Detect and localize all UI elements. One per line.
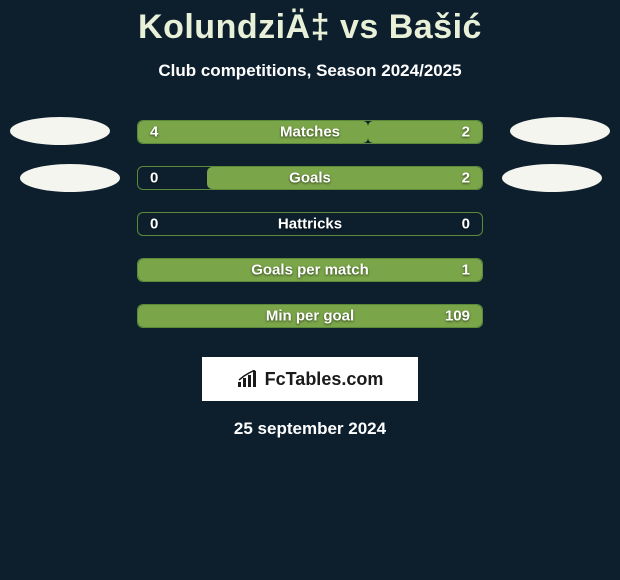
logo-text: FcTables.com [265, 369, 384, 390]
bar-track: 0 Goals 2 [137, 166, 483, 190]
stat-value-left: 4 [150, 124, 158, 141]
stat-row: 0 Goals 2 [0, 155, 620, 201]
stat-row: Goals per match 1 [0, 247, 620, 293]
page-subtitle: Club competitions, Season 2024/2025 [0, 61, 620, 81]
stat-row: 0 Hattricks 0 [0, 201, 620, 247]
stat-value-left: 0 [150, 170, 158, 187]
bar-chart-icon [237, 370, 259, 388]
bar-track: Min per goal 109 [137, 304, 483, 328]
logo-box: FcTables.com [202, 357, 418, 401]
comparison-chart: 4 Matches 2 0 Goals 2 0 Hattricks 0 Goal… [0, 109, 620, 339]
stat-value-right: 1 [462, 262, 470, 279]
stat-value-right: 0 [462, 216, 470, 233]
stat-label: Matches [280, 124, 340, 141]
stat-label: Goals [289, 170, 331, 187]
stat-row: Min per goal 109 [0, 293, 620, 339]
stat-value-left: 0 [150, 216, 158, 233]
bar-fill-right [207, 167, 482, 189]
bar-track: 4 Matches 2 [137, 120, 483, 144]
stat-value-right: 109 [445, 308, 470, 325]
bar-track: 0 Hattricks 0 [137, 212, 483, 236]
stat-label: Hattricks [278, 216, 342, 233]
stat-row: 4 Matches 2 [0, 109, 620, 155]
stat-label: Min per goal [266, 308, 354, 325]
bar-track: Goals per match 1 [137, 258, 483, 282]
page-title: KolundziÄ‡ vs Bašić [0, 0, 620, 47]
date-label: 25 september 2024 [0, 419, 620, 439]
stat-value-right: 2 [462, 124, 470, 141]
stat-value-right: 2 [462, 170, 470, 187]
stat-label: Goals per match [251, 262, 369, 279]
